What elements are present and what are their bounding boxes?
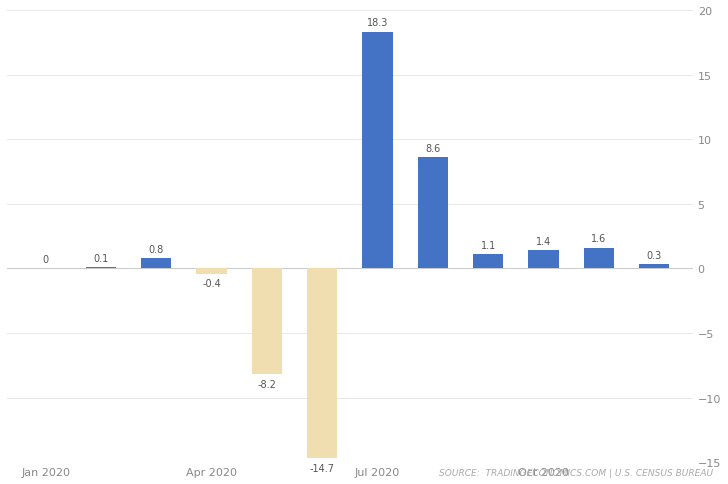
Text: 0.8: 0.8 bbox=[149, 244, 164, 254]
Bar bbox=[639, 265, 669, 269]
Bar bbox=[307, 269, 338, 458]
Bar bbox=[197, 269, 227, 274]
Bar bbox=[473, 255, 503, 269]
Bar bbox=[363, 33, 392, 269]
Text: -8.2: -8.2 bbox=[258, 379, 277, 389]
Text: 0.3: 0.3 bbox=[646, 250, 662, 260]
Text: 0: 0 bbox=[43, 254, 49, 264]
Bar bbox=[252, 269, 282, 375]
Bar bbox=[418, 158, 448, 269]
Text: -0.4: -0.4 bbox=[202, 278, 221, 288]
Text: 1.6: 1.6 bbox=[591, 234, 606, 243]
Bar bbox=[529, 251, 558, 269]
Text: 18.3: 18.3 bbox=[367, 18, 388, 29]
Text: 8.6: 8.6 bbox=[425, 143, 440, 153]
Bar bbox=[141, 258, 172, 269]
Bar bbox=[584, 248, 614, 269]
Text: 1.4: 1.4 bbox=[536, 236, 551, 246]
Text: -14.7: -14.7 bbox=[309, 463, 335, 473]
Text: 1.1: 1.1 bbox=[480, 240, 496, 250]
Text: SOURCE:  TRADINGECONOMICS.COM | U.S. CENSUS BUREAU: SOURCE: TRADINGECONOMICS.COM | U.S. CENS… bbox=[439, 468, 713, 477]
Bar bbox=[86, 268, 116, 269]
Text: 0.1: 0.1 bbox=[93, 253, 108, 263]
